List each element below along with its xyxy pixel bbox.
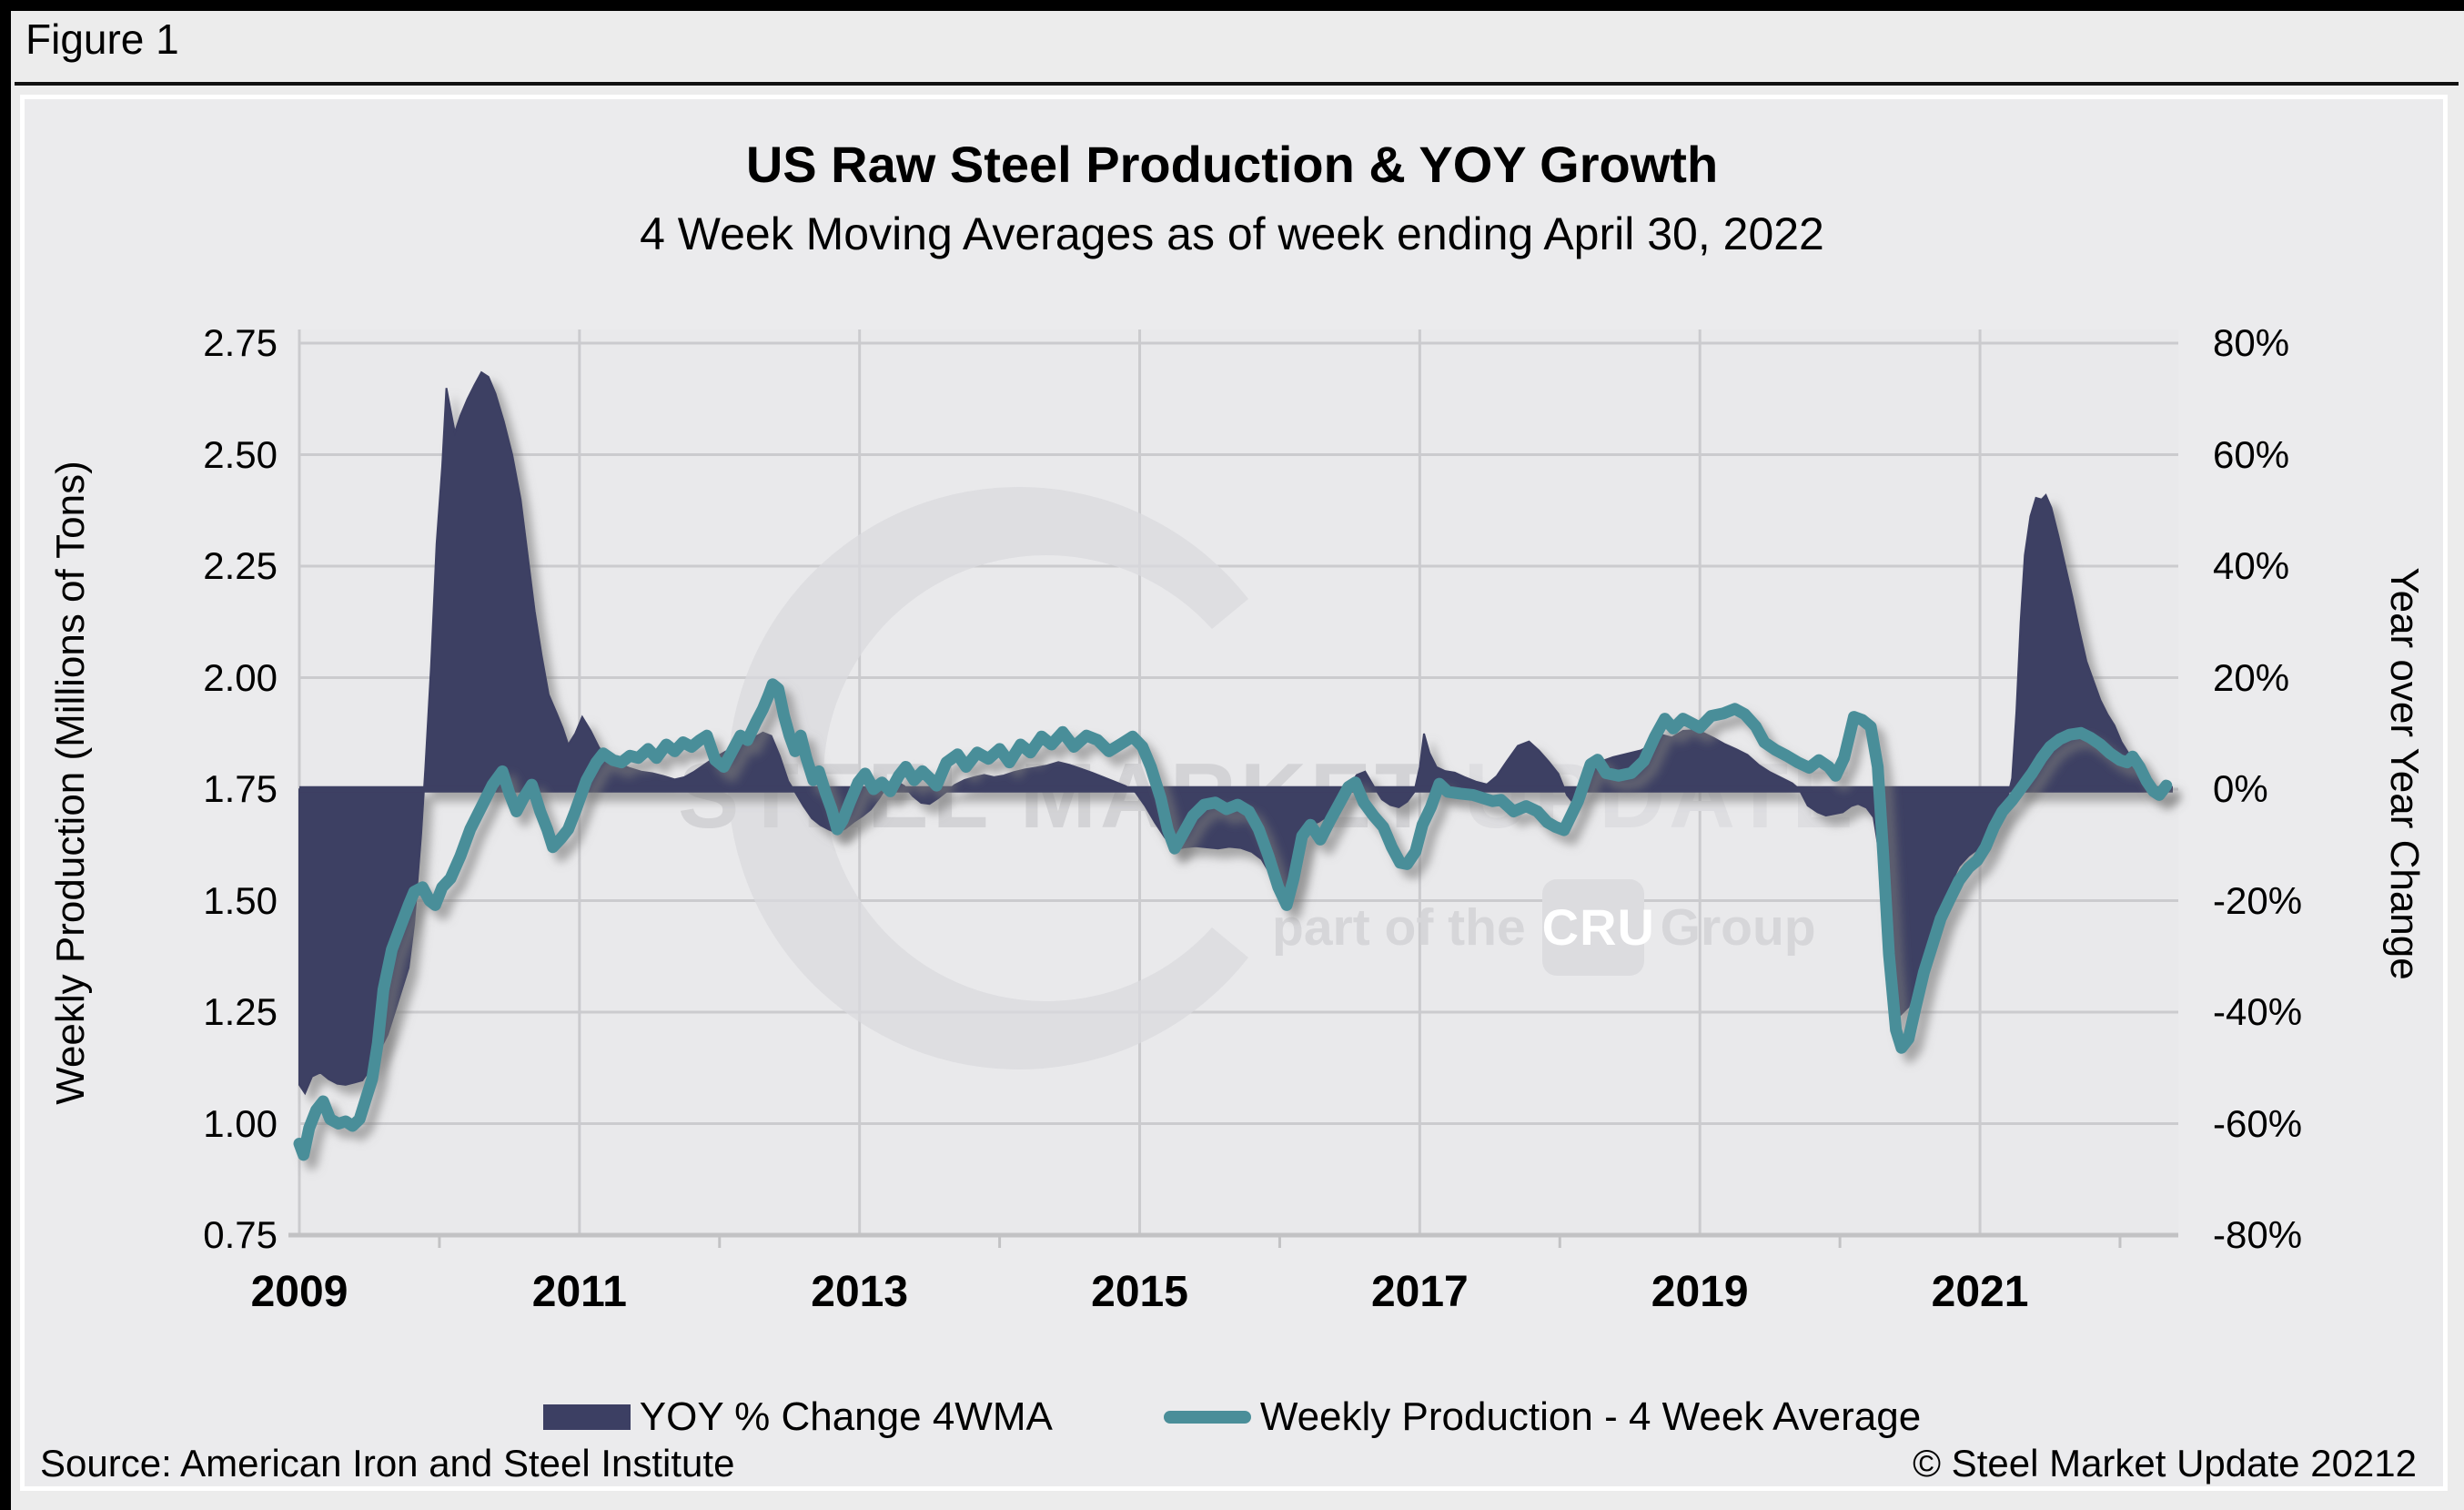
- left-axis-tick-label: 2.50: [203, 432, 278, 476]
- x-axis-tick-label: 2011: [531, 1268, 627, 1316]
- x-axis-tick-label: 2015: [1091, 1268, 1188, 1316]
- left-axis-tick-label: 1.75: [203, 767, 278, 810]
- left-axis-tick-label: 1.25: [203, 990, 278, 1033]
- source-note: Source: American Iron and Steel Institut…: [40, 1442, 735, 1485]
- x-axis-tick-label: 2021: [1931, 1268, 2029, 1316]
- production-line-series: [293, 678, 2173, 1161]
- left-axis-tick-label: 2.25: [203, 544, 278, 587]
- right-axis-tick-label: 80%: [2213, 321, 2290, 365]
- legend-swatch-yoy-area: [542, 1404, 631, 1430]
- header-rule: [15, 82, 2459, 86]
- window-border-left: [0, 0, 11, 1510]
- legend-label-production: Weekly Production - 4 Week Average: [1259, 1394, 1922, 1439]
- chart-subtitle: 4 Week Moving Averages as of week ending…: [640, 208, 1824, 259]
- figure-label: Figure 1: [25, 15, 179, 63]
- right-axis-tick-label: -60%: [2213, 1101, 2303, 1145]
- watermark-part-of-the: part of the: [1272, 898, 1526, 957]
- copyright-note: © Steel Market Update 20212: [1913, 1442, 2417, 1485]
- watermark-group: Group: [1660, 898, 1816, 957]
- x-axis-tick-label: 2013: [811, 1268, 909, 1316]
- right-axis-tick-label: -40%: [2213, 990, 2303, 1034]
- left-axis-tick-label: 0.75: [203, 1213, 278, 1256]
- left-axis-tick-label: 2.75: [203, 321, 278, 364]
- x-axis-tick-label: 2019: [1651, 1268, 1749, 1316]
- watermark-swoosh-icon: [727, 487, 1248, 1069]
- right-axis-tick-label: -20%: [2213, 878, 2303, 922]
- right-axis-tick-label: 20%: [2213, 655, 2290, 699]
- legend: YOY % Change 4WMA Weekly Production - 4 …: [0, 1394, 2464, 1440]
- right-axis-tick-label: 60%: [2213, 432, 2290, 476]
- left-axis-tick-label: 1.00: [203, 1101, 278, 1145]
- left-axis-tick-label: 1.50: [203, 878, 278, 922]
- x-axis-tick-label: 2017: [1370, 1268, 1469, 1316]
- right-axis-tick-label: -80%: [2213, 1213, 2303, 1257]
- legend-swatch-production-line: [1163, 1411, 1251, 1424]
- legend-label-yoy: YOY % Change 4WMA: [639, 1394, 1053, 1439]
- x-axis-tick-label: 2009: [250, 1268, 348, 1316]
- watermark-subline: part of the CRU Group: [1272, 879, 1816, 976]
- right-axis-tick-label: 40%: [2213, 544, 2290, 588]
- window-border-top: [0, 0, 2464, 11]
- left-axis-tick-label: 2.00: [203, 655, 278, 699]
- cru-logo-badge: CRU: [1541, 879, 1654, 976]
- chart-title: US Raw Steel Production & YOY Growth: [745, 136, 1719, 193]
- right-axis-tick-label: 0%: [2213, 767, 2268, 811]
